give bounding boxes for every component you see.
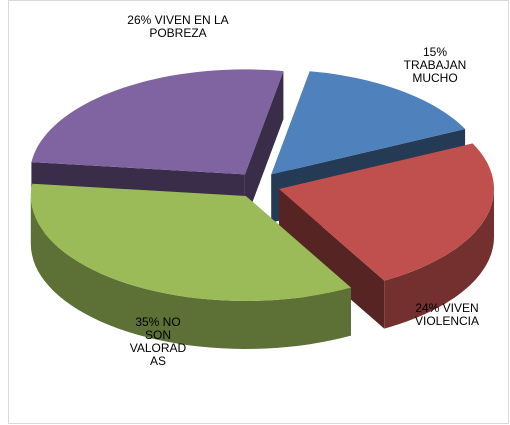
slice-side [244, 71, 284, 223]
data-label: 24% VIVEN VIOLENCIA [414, 301, 480, 328]
slice [271, 71, 466, 175]
slice [31, 69, 284, 175]
slice [279, 143, 494, 281]
slice-wall [30, 196, 352, 349]
chart-frame [8, 0, 509, 424]
data-label: 15% TRABAJAN MUCHO [403, 45, 467, 85]
data-label: 35% NO SON VALORADAS [129, 315, 187, 368]
data-label: 26% VIVEN EN LA POBREZA [127, 13, 229, 40]
slice [30, 183, 352, 301]
slice-wall [384, 189, 494, 329]
slice-side [279, 189, 385, 329]
